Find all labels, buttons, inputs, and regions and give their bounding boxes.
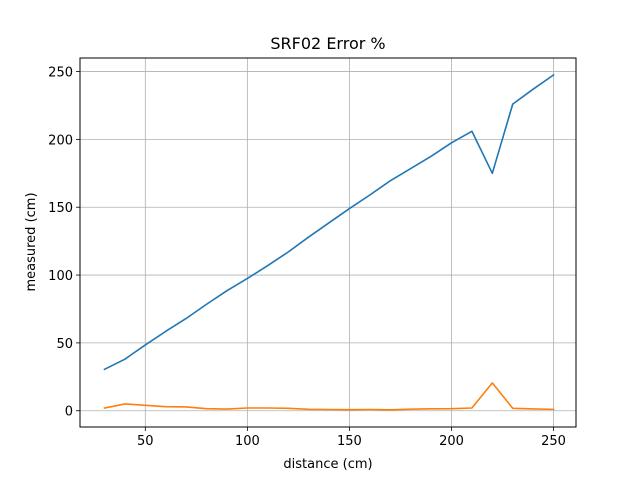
y-tick-label: 200	[48, 133, 73, 148]
x-axis-label: distance (cm)	[283, 457, 372, 472]
x-tick-label: 100	[235, 434, 260, 449]
y-tick-label: 250	[48, 66, 73, 81]
series-line-2	[103, 382, 555, 411]
series-line-1	[103, 73, 555, 371]
y-tick-label: 50	[56, 337, 73, 352]
y-axis-label: measured (cm)	[24, 192, 39, 291]
chart-title: SRF02 Error %	[270, 34, 385, 53]
x-tick-label: 50	[137, 434, 154, 449]
x-tick-label: 250	[541, 434, 566, 449]
y-tick-label: 0	[65, 405, 73, 420]
x-tick-label: 150	[337, 434, 362, 449]
axis-ticks: 50 100 150 200 250 0 50 100 150 200 250	[48, 66, 566, 449]
y-tick-label: 150	[48, 201, 73, 216]
series-layer	[103, 73, 555, 411]
grid	[80, 58, 576, 427]
x-tick-label: 200	[439, 434, 464, 449]
y-tick-label: 100	[48, 269, 73, 284]
plot-area-frame	[79, 57, 577, 428]
